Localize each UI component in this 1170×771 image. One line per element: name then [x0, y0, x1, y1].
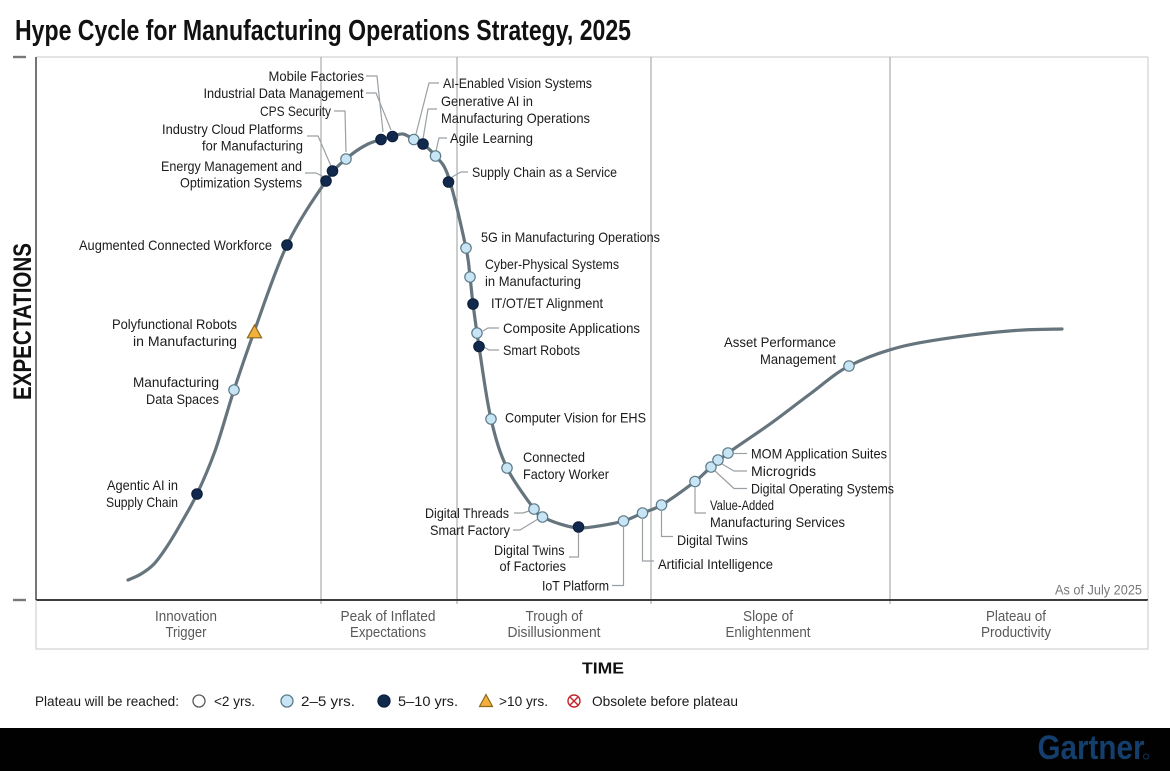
svg-text:As of July 2025: As of July 2025: [1055, 582, 1142, 598]
svg-text:Value-Added: Value-Added: [710, 497, 774, 513]
svg-text:Slope of: Slope of: [743, 609, 794, 625]
svg-text:Digital Twins: Digital Twins: [494, 542, 565, 558]
svg-text:Supply Chain: Supply Chain: [106, 494, 178, 510]
svg-text:>10 yrs.: >10 yrs.: [499, 693, 548, 709]
svg-text:Asset Performance: Asset Performance: [724, 334, 836, 350]
svg-text:Cyber-Physical Systems: Cyber-Physical Systems: [485, 256, 619, 272]
svg-text:Agile Learning: Agile Learning: [450, 130, 533, 146]
svg-text:Connected: Connected: [523, 449, 585, 465]
svg-text:Digital Operating Systems: Digital Operating Systems: [751, 481, 894, 497]
svg-text:in Manufacturing: in Manufacturing: [485, 273, 581, 289]
svg-text:Smart Factory: Smart Factory: [430, 522, 510, 538]
svg-text:Generative AI in: Generative AI in: [441, 93, 533, 109]
svg-text:5–10 yrs.: 5–10 yrs.: [398, 693, 458, 709]
svg-text:Management: Management: [760, 351, 836, 367]
svg-text:Augmented Connected Workforce: Augmented Connected Workforce: [79, 237, 272, 253]
svg-text:Composite Applications: Composite Applications: [503, 320, 640, 336]
svg-text:Data Spaces: Data Spaces: [146, 391, 219, 407]
svg-text:TIME: TIME: [582, 661, 624, 678]
svg-text:in Manufacturing: in Manufacturing: [133, 333, 237, 349]
svg-text:Manufacturing Services: Manufacturing Services: [710, 514, 845, 530]
svg-text:Innovation: Innovation: [155, 609, 217, 625]
svg-text:Expectations: Expectations: [350, 625, 426, 641]
svg-text:Digital Threads: Digital Threads: [425, 505, 509, 521]
svg-text:Computer Vision for EHS: Computer Vision for EHS: [505, 410, 646, 426]
svg-text:Plateau of: Plateau of: [986, 609, 1047, 625]
svg-text:of Factories: of Factories: [500, 558, 567, 574]
svg-text:AI-Enabled Vision Systems: AI-Enabled Vision Systems: [443, 75, 592, 91]
svg-text:5G in Manufacturing Operations: 5G in Manufacturing Operations: [481, 229, 660, 245]
svg-text:Peak of Inflated: Peak of Inflated: [341, 609, 436, 625]
svg-text:Manufacturing Operations: Manufacturing Operations: [441, 110, 590, 126]
svg-text:2–5 yrs.: 2–5 yrs.: [301, 693, 355, 709]
svg-text:Manufacturing: Manufacturing: [133, 374, 219, 390]
svg-text:CPS Security: CPS Security: [260, 103, 331, 119]
svg-text:Optimization Systems: Optimization Systems: [180, 175, 302, 191]
svg-text:Smart Robots: Smart Robots: [503, 342, 580, 358]
svg-text:Trigger: Trigger: [166, 625, 207, 641]
svg-text:IT/OT/ET Alignment: IT/OT/ET Alignment: [491, 295, 603, 311]
svg-text:Polyfunctional Robots: Polyfunctional Robots: [112, 316, 237, 332]
svg-text:Industry Cloud Platforms: Industry Cloud Platforms: [162, 121, 303, 137]
svg-text:Industrial Data Management: Industrial Data Management: [204, 85, 364, 101]
svg-text:Factory Worker: Factory Worker: [523, 466, 609, 482]
svg-text:Hype Cycle for Manufacturing O: Hype Cycle for Manufacturing Operations …: [15, 15, 631, 47]
svg-text:Mobile Factories: Mobile Factories: [269, 68, 365, 84]
svg-text:EXPECTATIONS: EXPECTATIONS: [9, 243, 37, 400]
svg-text:Supply Chain as a Service: Supply Chain as a Service: [472, 164, 617, 180]
svg-text:Digital Twins: Digital Twins: [677, 532, 748, 548]
svg-text:Energy Management and: Energy Management and: [161, 158, 302, 174]
svg-text:Disillusionment: Disillusionment: [508, 625, 601, 641]
svg-text:Obsolete before plateau: Obsolete before plateau: [592, 693, 738, 709]
svg-text:Plateau will be reached:: Plateau will be reached:: [35, 693, 179, 709]
svg-text:Microgrids: Microgrids: [751, 463, 816, 479]
svg-text:Trough of: Trough of: [526, 609, 584, 625]
svg-text:Agentic AI in: Agentic AI in: [107, 477, 178, 493]
svg-text:Gartner: Gartner: [1038, 729, 1145, 767]
svg-text:MOM Application Suites: MOM Application Suites: [751, 446, 887, 462]
svg-text:Productivity: Productivity: [981, 625, 1052, 641]
svg-text:Artificial Intelligence: Artificial Intelligence: [658, 556, 773, 572]
svg-text:for Manufacturing: for Manufacturing: [202, 138, 303, 154]
svg-text:IoT Platform: IoT Platform: [542, 578, 609, 594]
svg-text:<2 yrs.: <2 yrs.: [214, 693, 255, 709]
svg-text:Enlightenment: Enlightenment: [726, 625, 811, 641]
